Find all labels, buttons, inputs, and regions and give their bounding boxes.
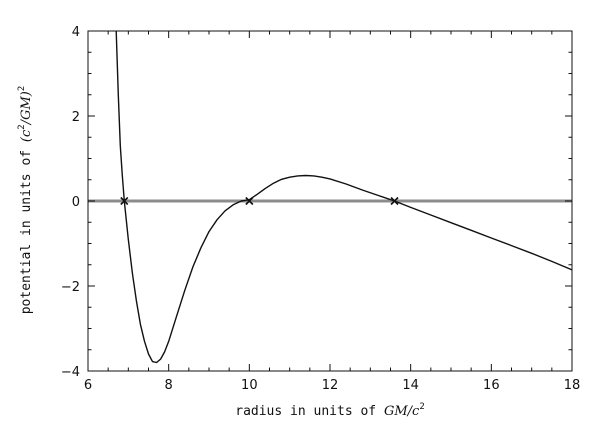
y-tick-label: 4 [72, 25, 80, 40]
x-axis-label: radius in units of GM/c2 [235, 402, 425, 419]
potential-curve [115, 31, 572, 364]
zero-crossing-marker-3 [390, 196, 399, 206]
x-tick-label: 12 [322, 378, 339, 393]
y-axis-label: potential in units of (c2/GM)2 [17, 86, 34, 315]
y-tick-label: 2 [72, 110, 80, 125]
y-tick-label: 0 [72, 195, 80, 210]
axes: 6 8 10 12 14 16 18 −4 −2 0 2 4 [61, 25, 580, 393]
x-tick-label: 14 [402, 378, 419, 393]
x-tick-label: 6 [84, 378, 92, 393]
zero-crossing-marker-1 [120, 196, 129, 206]
y-tick-label: −2 [61, 280, 80, 295]
x-tick-label: 10 [241, 378, 258, 393]
x-tick-label: 18 [564, 378, 581, 393]
zero-crossing-marker-2 [245, 196, 254, 206]
plot-area [88, 31, 572, 364]
y-tick-label: −4 [61, 365, 80, 380]
x-tick-label: 8 [165, 378, 173, 393]
x-tick-label: 16 [483, 378, 500, 393]
